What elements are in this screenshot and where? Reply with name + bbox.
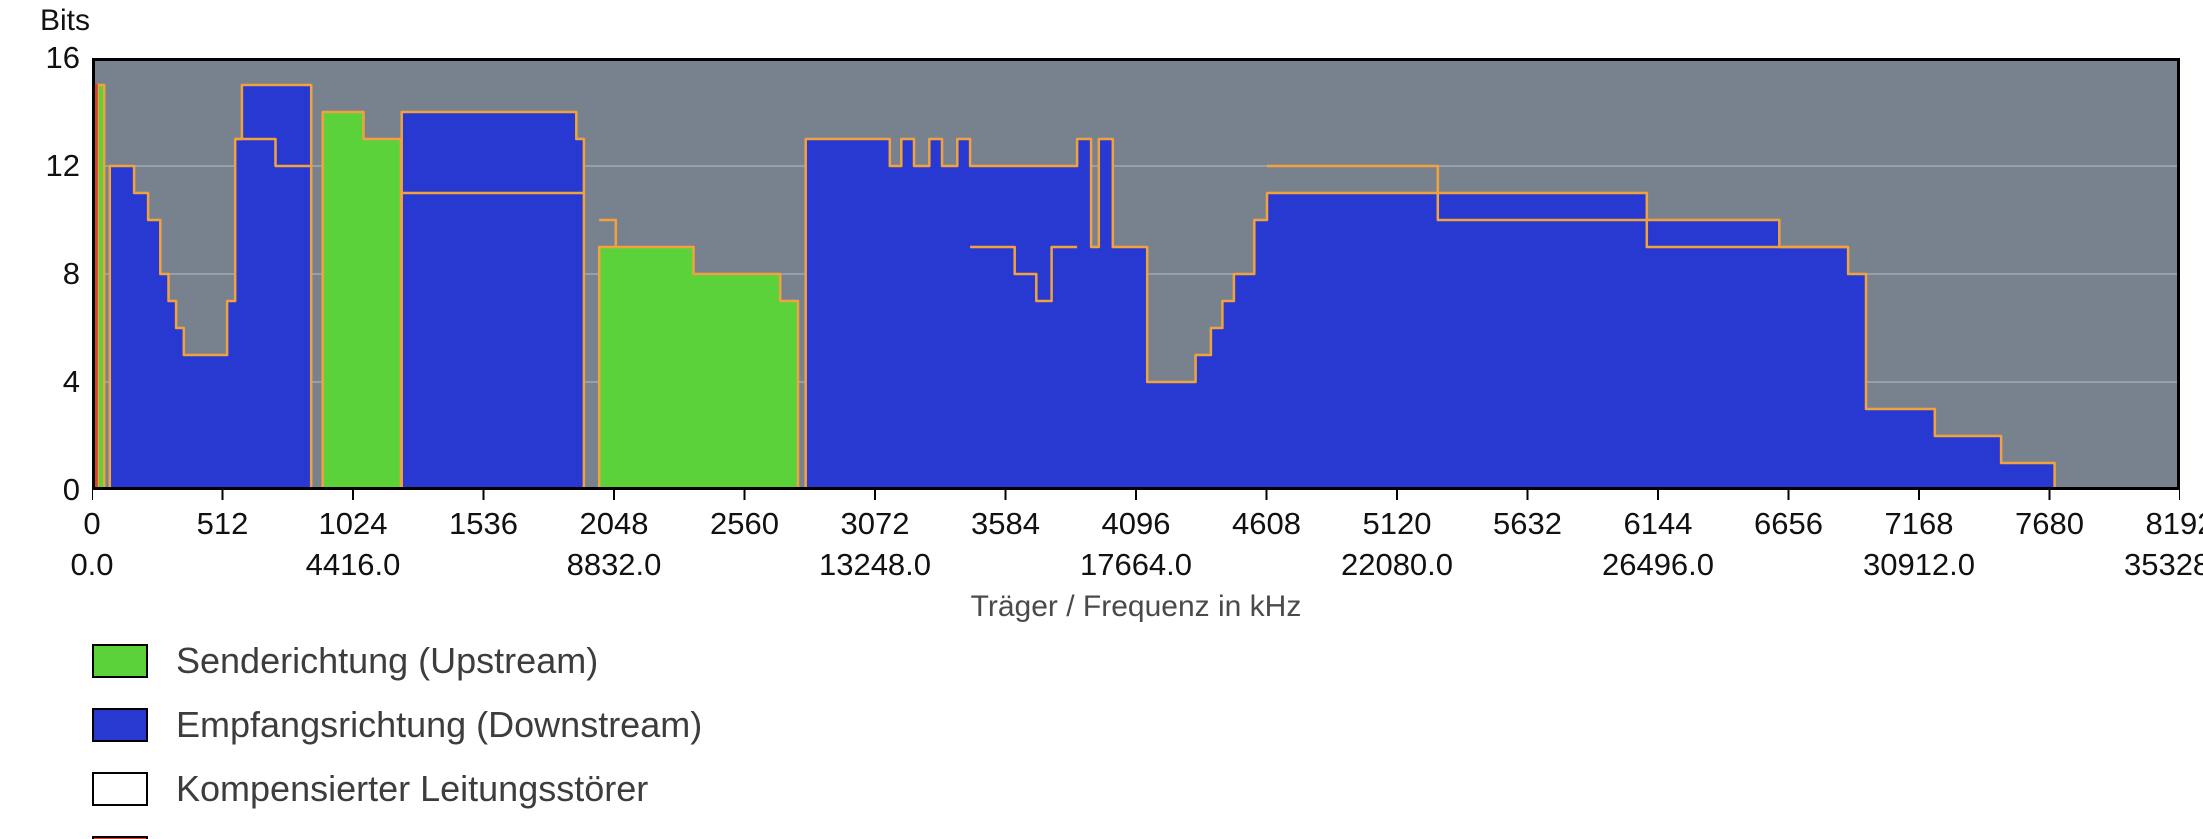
- x-tick-label: 2560: [710, 506, 779, 541]
- legend-swatch: [92, 644, 148, 678]
- x-tick-label: 8192: [2145, 506, 2203, 541]
- x-tick-label: 4096: [1101, 506, 1171, 541]
- legend-item: Senderichtung (Upstream): [92, 636, 702, 686]
- x-frequency-label: 4416.0: [305, 547, 401, 582]
- x-axis-title: Träger / Frequenz in kHz: [970, 590, 1302, 623]
- x-frequency-label: 0.0: [70, 547, 114, 582]
- legend-label: Kompensierter Leitungsstörer: [176, 768, 649, 809]
- y-tick-label: 0: [62, 472, 80, 507]
- y-tick-label: 12: [45, 148, 80, 183]
- x-tick-label: 4608: [1232, 506, 1301, 541]
- x-frequency-label: 30912.0: [1862, 547, 1976, 582]
- x-frequency-label: 22080.0: [1340, 547, 1454, 582]
- legend-swatch: [92, 708, 148, 742]
- x-frequency-label: 26496.0: [1601, 547, 1715, 582]
- x-tick-label: 5120: [1362, 506, 1432, 541]
- x-tick-label: 6656: [1754, 506, 1823, 541]
- x-tick-label: 3584: [971, 506, 1040, 541]
- chart-canvas: [92, 58, 2180, 500]
- legend-label: Empfangsrichtung (Downstream): [176, 704, 703, 745]
- x-tick-label: 7680: [2015, 506, 2084, 541]
- y-axis-label: Bits: [40, 4, 91, 37]
- x-frequency-label: 35328.0: [2123, 547, 2203, 582]
- bit-allocation-chart: [92, 58, 2180, 504]
- x-frequency-label: 8832.0: [566, 547, 662, 582]
- x-tick-label: 1536: [449, 506, 518, 541]
- y-tick-label: 16: [45, 40, 80, 75]
- legend-item: Kompensierter Leitungsstörer: [92, 764, 702, 814]
- x-tick-label: 2048: [579, 506, 649, 541]
- x-tick-label: 512: [196, 506, 249, 541]
- legend-swatch: [92, 772, 148, 806]
- legend-label: Senderichtung (Upstream): [176, 640, 599, 681]
- legend: Senderichtung (Upstream) Empfangsrichtung…: [92, 636, 702, 839]
- x-tick-label: 0: [83, 506, 101, 541]
- x-tick-label: 7168: [1884, 506, 1954, 541]
- legend-item: Empfangsrichtung (Downstream): [92, 700, 702, 750]
- x-tick-label: 5632: [1493, 506, 1562, 541]
- x-tick-label: 1024: [318, 506, 388, 541]
- x-frequency-label: 13248.0: [818, 547, 932, 582]
- legend-swatch: [92, 836, 148, 839]
- x-frequency-label: 17664.0: [1079, 547, 1193, 582]
- y-tick-label: 4: [62, 364, 80, 399]
- x-tick-label: 3072: [840, 506, 910, 541]
- legend-label: Pilotton: [176, 832, 296, 839]
- x-tick-label: 6144: [1623, 506, 1693, 541]
- legend-item: Pilotton: [92, 828, 702, 839]
- y-tick-label: 8: [62, 256, 80, 291]
